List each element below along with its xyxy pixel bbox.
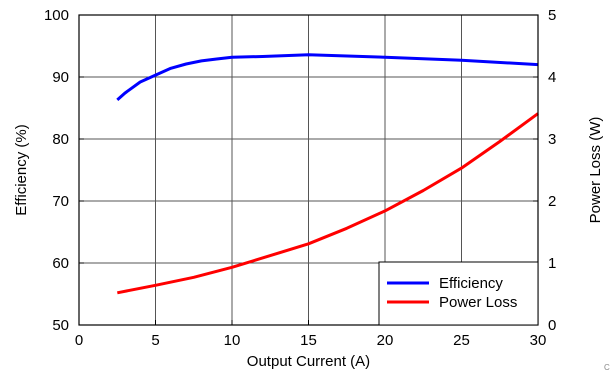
- right-y-axis-label: Power Loss (W): [587, 117, 604, 224]
- legend-label: Efficiency: [439, 275, 503, 292]
- x-tick-label: 5: [151, 332, 159, 349]
- grid-lines: [79, 15, 538, 325]
- left-y-axis-label: Efficiency (%): [13, 124, 30, 215]
- left-y-tick-label: 60: [52, 255, 69, 272]
- legend: Efficiency Power Loss: [378, 261, 539, 326]
- x-tick-label: 30: [530, 332, 547, 349]
- left-y-tick-label: 90: [52, 69, 69, 86]
- right-y-tick-label: 1: [548, 255, 556, 272]
- left-y-tick-label: 80: [52, 131, 69, 148]
- corner-mark: C: [604, 363, 610, 372]
- legend-label: Power Loss: [439, 294, 517, 311]
- left-y-tick-label: 70: [52, 193, 69, 210]
- left-y-tick-label: 100: [44, 7, 69, 24]
- x-tick-label: 25: [453, 332, 470, 349]
- efficiency-series-line: [116, 53, 539, 102]
- right-y-tick-label: 3: [548, 131, 556, 148]
- x-axis-label: Output Current (A): [247, 353, 370, 370]
- left-y-tick-label: 50: [52, 317, 69, 334]
- x-tick-label: 0: [75, 332, 83, 349]
- x-tick-label: 20: [377, 332, 394, 349]
- right-y-tick-label: 2: [548, 193, 556, 210]
- plot-frame: [78, 14, 539, 326]
- right-y-tick-label: 5: [548, 7, 556, 24]
- x-tick-label: 15: [300, 332, 317, 349]
- power-loss-series-line: [117, 112, 539, 295]
- right-y-tick-label: 4: [548, 69, 556, 86]
- right-y-tick-label: 0: [548, 317, 556, 334]
- x-tick-label: 10: [224, 332, 241, 349]
- series-layer: [116, 53, 539, 295]
- left-y-axis-ticks: 50 60 70 80 90 100: [44, 7, 84, 334]
- legend-box: [378, 261, 539, 326]
